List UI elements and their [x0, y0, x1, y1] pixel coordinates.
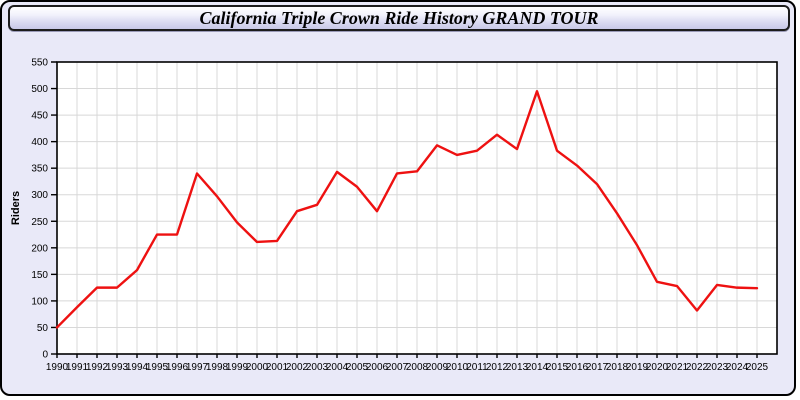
x-axis-labels: 1990199119921993199419951996199719981999…	[46, 354, 769, 373]
x-tick-label: 1997	[186, 362, 209, 373]
x-tick-label: 2004	[326, 362, 349, 373]
x-tick-label: 2003	[306, 362, 329, 373]
y-tick-label: 550	[31, 58, 48, 69]
y-tick-label: 450	[31, 111, 48, 122]
x-tick-label: 1993	[106, 362, 129, 373]
x-tick-label: 2018	[606, 362, 629, 373]
x-tick-label: 1990	[46, 362, 69, 373]
x-tick-label: 2009	[426, 362, 449, 373]
x-tick-label: 1998	[206, 362, 229, 373]
y-tick-label: 350	[31, 164, 48, 175]
x-tick-label: 2012	[486, 362, 509, 373]
x-tick-label: 2019	[626, 362, 649, 373]
x-tick-label: 1991	[66, 362, 89, 373]
y-tick-label: 150	[31, 270, 48, 281]
y-tick-label: 400	[31, 137, 48, 148]
x-tick-label: 1996	[166, 362, 189, 373]
x-tick-label: 2023	[706, 362, 729, 373]
x-tick-label: 2008	[406, 362, 429, 373]
x-tick-label: 1994	[126, 362, 149, 373]
data-line-riders	[55, 89, 759, 329]
x-tick-label: 2016	[566, 362, 589, 373]
x-tick-label: 2022	[686, 362, 709, 373]
x-tick-label: 2013	[506, 362, 529, 373]
y-tick-label: 500	[31, 84, 48, 95]
x-tick-label: 2015	[546, 362, 569, 373]
y-axis-labels: 0 50 100 150 200 250 300 350 400 450 500 550	[31, 58, 57, 361]
x-tick-label: 1995	[146, 362, 169, 373]
y-tick-label: 100	[31, 296, 48, 307]
x-tick-label: 2017	[586, 362, 609, 373]
x-tick-label: 2000	[246, 362, 269, 373]
x-tick-label: 2024	[726, 362, 749, 373]
chart-header: California Triple Crown Ride History GRA…	[8, 5, 790, 31]
y-tick-label: 200	[31, 243, 48, 254]
x-tick-label: 1992	[86, 362, 109, 373]
y-axis-title: Riders	[10, 191, 22, 225]
ride-history-line-chart: 0501001502002503003504004505005501990199…	[10, 58, 778, 373]
y-tick-label: 300	[31, 190, 48, 201]
y-tick-label: 0	[42, 350, 48, 361]
x-tick-label: 2005	[346, 362, 369, 373]
x-tick-label: 2010	[446, 362, 469, 373]
x-tick-label: 2014	[526, 362, 549, 373]
chart-title: California Triple Crown Ride History GRA…	[199, 7, 599, 28]
x-tick-label: 2006	[366, 362, 389, 373]
y-tick-label: 250	[31, 217, 48, 228]
x-tick-label: 1999	[226, 362, 249, 373]
y-tick-label: 50	[37, 323, 49, 334]
x-tick-label: 2021	[666, 362, 689, 373]
x-tick-label: 2011	[466, 362, 488, 373]
x-tick-label: 2001	[266, 362, 289, 373]
gridlines	[57, 62, 778, 354]
x-tick-label: 2025	[746, 362, 769, 373]
x-tick-label: 2007	[386, 362, 409, 373]
x-tick-label: 2020	[646, 362, 669, 373]
x-tick-label: 2002	[286, 362, 309, 373]
